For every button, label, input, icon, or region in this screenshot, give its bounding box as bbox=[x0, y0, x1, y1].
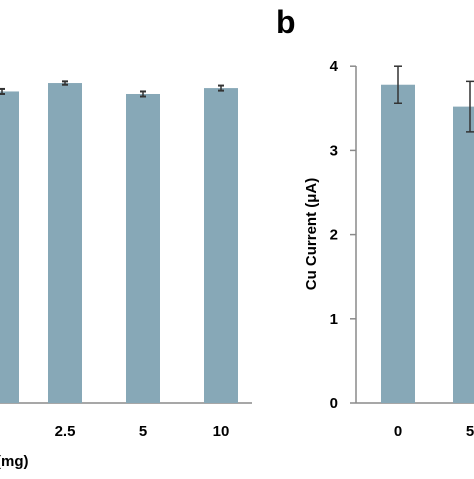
bar bbox=[381, 84, 415, 403]
x-tick-label: 5 bbox=[139, 423, 147, 440]
x-tick-label: 2.5 bbox=[55, 423, 76, 440]
panel-b-y-axis-label: Cu Current (μA) bbox=[303, 178, 320, 291]
bar bbox=[453, 106, 474, 403]
x-tick-label: 0 bbox=[394, 423, 402, 440]
y-tick-label: 1 bbox=[330, 311, 338, 328]
panel-b-letter: b bbox=[276, 4, 296, 40]
bar bbox=[0, 91, 19, 404]
bar bbox=[48, 83, 82, 403]
bar bbox=[126, 93, 160, 404]
y-tick-label: 4 bbox=[330, 58, 339, 75]
y-tick-label: 3 bbox=[330, 142, 338, 159]
bar bbox=[204, 88, 238, 403]
panel-b-bars bbox=[381, 65, 474, 403]
panel-a-x-axis-label: (mg) bbox=[0, 453, 29, 470]
x-tick-label: 10 bbox=[213, 423, 230, 440]
panel-a-bars bbox=[0, 80, 238, 404]
panel-a-x-tick-labels: 2.5 5 10 bbox=[55, 423, 230, 440]
y-tick-label: 0 bbox=[330, 395, 338, 412]
y-tick-label: 2 bbox=[330, 227, 338, 244]
panel-a: (mg) 2.5 5 10 bbox=[0, 80, 252, 470]
x-tick-label: 5 bbox=[466, 423, 474, 440]
panel-b-y-ticks: 0 1 2 3 4 bbox=[330, 58, 356, 412]
